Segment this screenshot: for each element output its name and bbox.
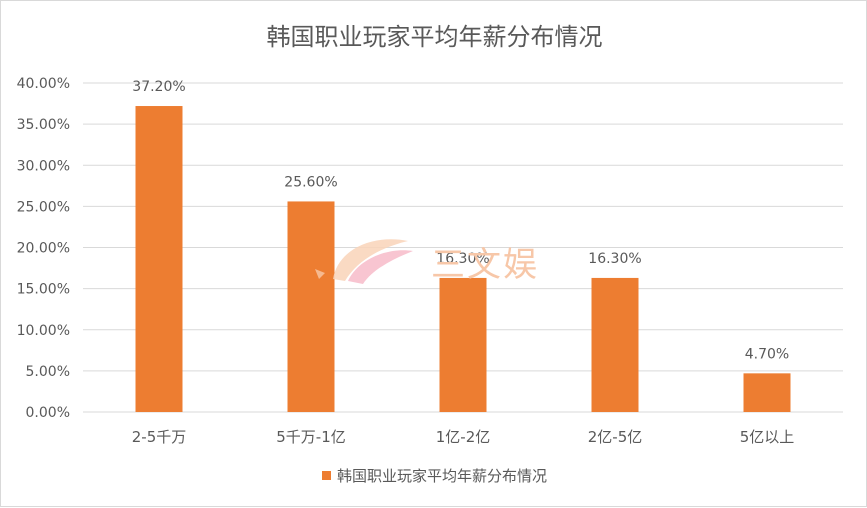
y-tick-label: 5.00% [26,364,70,380]
bar [135,106,183,412]
y-tick-label: 0.00% [26,405,70,421]
bars [135,106,791,412]
x-tick-label: 2亿-5亿 [588,428,643,446]
x-tick-label: 5千万-1亿 [276,428,346,446]
data-label: 16.30% [436,251,489,267]
y-tick-label: 25.00% [17,199,70,215]
watermark-logo: 三文娱 [313,229,563,289]
legend: 韩国职业玩家平均年薪分布情况 [1,465,867,486]
legend-label: 韩国职业玩家平均年薪分布情况 [336,467,547,485]
data-label: 16.30% [588,251,641,267]
y-tick-label: 10.00% [17,323,70,339]
bar [439,277,487,412]
y-tick-label: 40.00% [17,76,70,92]
legend-swatch [321,471,331,480]
bar [591,277,639,412]
x-tick-label: 5亿以上 [740,428,795,446]
data-label: 4.70% [745,346,789,362]
x-tick-label: 1亿-2亿 [436,428,491,446]
data-labels: 37.20% 25.60% 16.30% 16.30% 4.70% [132,79,789,362]
bar [287,201,335,412]
y-tick-label: 20.00% [17,241,70,257]
data-label: 25.60% [284,174,337,190]
y-tick-label: 30.00% [17,158,70,174]
y-tick-label: 15.00% [17,282,70,298]
watermark-text: 三文娱 [431,245,539,285]
chart-title: 韩国职业玩家平均年薪分布情况 [266,23,603,51]
x-tick-labels: 2-5千万 5千万-1亿 1亿-2亿 2亿-5亿 5亿以上 [132,428,795,446]
data-label: 37.20% [132,79,185,95]
y-tick-labels: 0.00% 5.00% 10.00% 15.00% 20.00% 25.00% 30.00%… [17,76,70,421]
watermark-icon [315,239,413,284]
y-tick-label: 35.00% [17,117,70,133]
bar [743,373,791,412]
x-tick-label: 2-5千万 [132,428,187,446]
